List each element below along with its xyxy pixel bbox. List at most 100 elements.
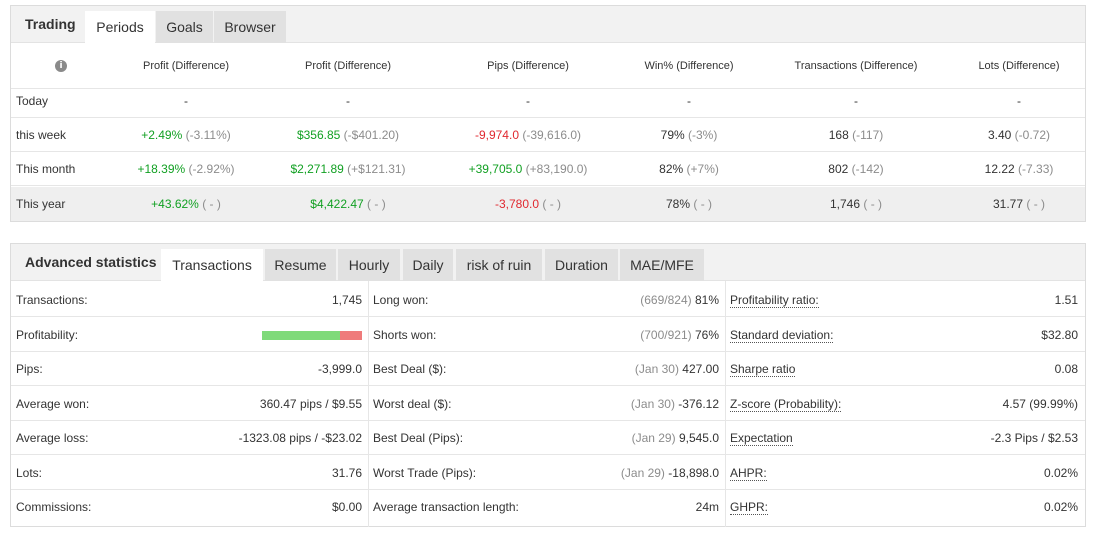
pips-value: -9,974.0 (474, 127, 519, 142)
pips-value: -3,780.0 (494, 197, 540, 211)
stats-row: Average loss: -1323.08 pips / -$23.02 Be… (11, 421, 1085, 455)
lots-diff: (-7.33) (1018, 161, 1054, 176)
column-divider (725, 281, 726, 527)
transactions-cell: 1,746 ( - ) (781, 187, 931, 221)
tab-transactions[interactable]: Transactions (161, 249, 263, 281)
periods-tabbar: Trading Periods Goals Browser (11, 6, 1085, 43)
stat-label[interactable]: Profitability ratio: (730, 292, 819, 308)
profit-pct-cell: +43.62% ( - ) (111, 187, 261, 221)
stat-label[interactable]: GHPR: (730, 499, 769, 515)
lots-diff: ( - ) (1026, 197, 1046, 211)
transactions-value: - (854, 93, 858, 108)
lots-cell: 3.40 (-0.72) (944, 118, 1093, 151)
stat-label: Best Deal (Pips): (373, 431, 464, 445)
info-icon[interactable]: i (55, 59, 67, 72)
stat-value: -2.3 Pips / $2.53 (990, 431, 1078, 445)
tab-daily[interactable]: Daily (403, 249, 453, 281)
col-transactions: Transactions (Difference) (794, 59, 918, 72)
stat-sub: (700/921) (640, 328, 692, 342)
info-icon-wrap: i (49, 43, 73, 88)
stat-label[interactable]: AHPR: (730, 465, 767, 481)
stat-label: Commissions: (16, 500, 92, 514)
stat-label[interactable]: Standard deviation: (730, 327, 834, 343)
stats-tabbar: Advanced statistics Transactions Resume … (11, 244, 1085, 281)
win-value: 82% (659, 161, 684, 176)
stat-label: Shorts won: (373, 328, 437, 342)
stat-label[interactable]: Sharpe ratio (730, 361, 796, 377)
col-profit-pct: Profit (Difference) (143, 59, 229, 72)
table-row-this-year: This year +43.62% ( - ) $4,422.47 ( - ) … (11, 187, 1085, 221)
stat-value: -376.12 (678, 397, 719, 411)
row-label: Today (16, 93, 49, 108)
lots-cell: 31.77 ( - ) (944, 187, 1093, 221)
stat-value: -3,999.0 (317, 362, 362, 376)
profit-usd-cell: $2,271.89 (+$121.31) (273, 152, 423, 185)
column-divider (368, 281, 369, 527)
stat-label[interactable]: Z-score (Probability): (730, 396, 842, 412)
pips-diff: (-39,616.0) (522, 127, 582, 142)
stat-value: -18,898.0 (668, 466, 719, 480)
stat-value: 76% (694, 328, 719, 342)
stats-row: Profitability: Shorts won: (700/921) 76%… (11, 318, 1085, 352)
pips-cell: +39,705.0 (+83,190.0) (453, 152, 603, 185)
profit-pct-value: - (184, 93, 188, 108)
tab-resume[interactable]: Resume (265, 249, 336, 281)
stat-sub: (669/824) (640, 293, 692, 307)
row-label: this week (16, 127, 67, 142)
stat-value: 24m (695, 500, 719, 514)
stat-value: 1,745 (331, 293, 362, 307)
stat-label: Average loss: (16, 431, 89, 445)
lots-cell: - (944, 84, 1093, 117)
stat-label: Long won: (373, 293, 429, 307)
profit-usd-cell: - (273, 84, 423, 117)
transactions-cell: 802 (-142) (781, 152, 931, 185)
stat-label: Pips: (16, 362, 43, 376)
profit-pct-value: +43.62% (151, 197, 199, 211)
tab-risk-of-ruin[interactable]: risk of ruin (456, 249, 542, 281)
stat-label: Best Deal ($): (373, 362, 447, 376)
transactions-cell: 168 (-117) (781, 118, 931, 151)
table-row-this-week: this week +2.49% (-3.11%) $356.85 (-$401… (11, 118, 1085, 152)
tab-periods[interactable]: Periods (85, 11, 155, 43)
stat-value: -1323.08 pips / -$23.02 (238, 431, 362, 445)
stats-row: Transactions: 1,745 Long won: (669/824) … (11, 283, 1085, 317)
win-cell: 78% ( - ) (614, 187, 764, 221)
stat-label[interactable]: Expectation (730, 430, 793, 446)
pips-cell: - (453, 84, 603, 117)
stat-value: 4.57 (99.99%) (1002, 397, 1078, 411)
tab-hourly[interactable]: Hourly (338, 249, 400, 281)
transactions-value: 802 (828, 161, 849, 176)
profit-usd-value: - (346, 93, 350, 108)
col-profit-usd: Profit (Difference) (305, 59, 391, 72)
transactions-diff: ( - ) (863, 197, 883, 211)
stats-row: Commissions: $0.00 Average transaction l… (11, 490, 1085, 524)
periods-panel: Trading Periods Goals Browser i Profit (… (10, 5, 1086, 222)
advanced-statistics-panel: Advanced statistics Transactions Resume … (10, 243, 1086, 527)
tab-goals[interactable]: Goals (156, 11, 213, 43)
pips-diff: ( - ) (542, 197, 562, 211)
stat-value: 31.76 (331, 466, 362, 480)
tab-mae-mfe[interactable]: MAE/MFE (620, 249, 704, 281)
stat-value: 0.08 (1054, 362, 1078, 376)
tab-browser[interactable]: Browser (214, 11, 286, 43)
tab-duration[interactable]: Duration (545, 249, 618, 281)
stat-label-wrap: Z-score (Probability): (730, 387, 842, 421)
stat-value-group: (700/921) 76% (571, 318, 719, 352)
stat-value: 360.47 pips / $9.55 (259, 397, 362, 411)
transactions-value: 1,746 (829, 197, 861, 211)
col-pips: Pips (Difference) (487, 59, 569, 72)
lots-value: - (1017, 93, 1021, 108)
advanced-statistics-title: Advanced statistics (25, 254, 157, 270)
stat-label-wrap: AHPR: (730, 456, 767, 490)
stat-value-group: (Jan 29) -18,898.0 (571, 456, 719, 490)
profit-pct-value: +2.49% (141, 127, 183, 142)
profitability-bar (262, 330, 362, 340)
table-row-this-month: This month +18.39% (-2.92%) $2,271.89 (+… (11, 152, 1085, 186)
win-value: - (687, 93, 691, 108)
profit-usd-diff: ( - ) (367, 197, 386, 211)
periods-table-header: i Profit (Difference) Profit (Difference… (11, 43, 1085, 89)
stat-label: Transactions: (16, 293, 88, 307)
stat-value: 0.02% (1043, 466, 1078, 480)
profit-pct-diff: ( - ) (202, 197, 221, 211)
stat-label: Worst Trade (Pips): (373, 466, 477, 480)
